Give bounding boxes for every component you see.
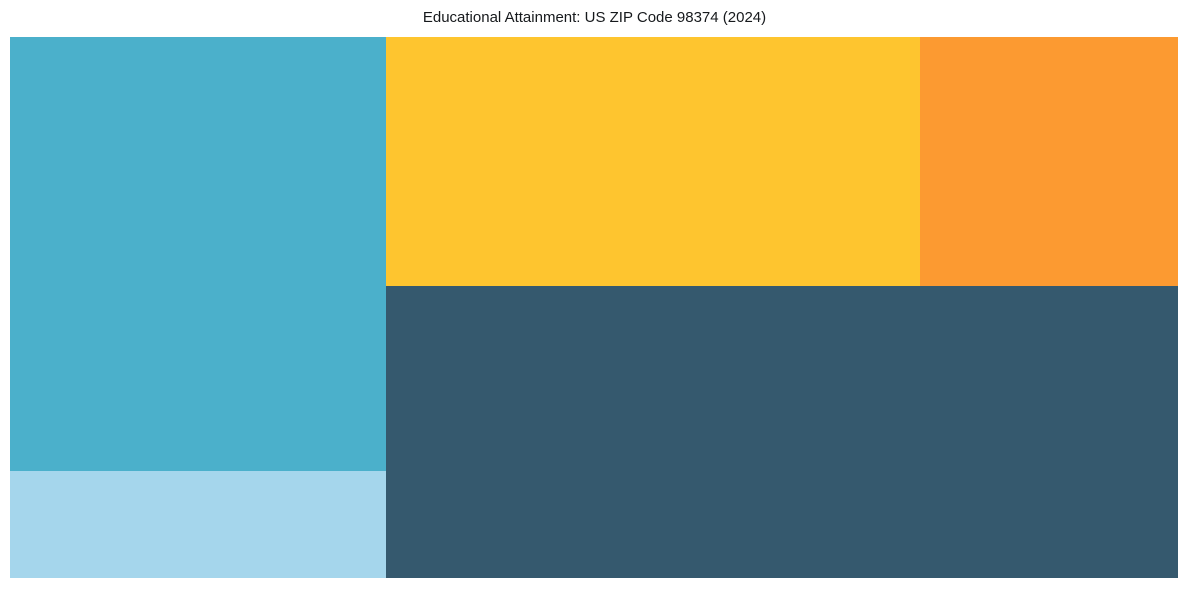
- chart-title: Educational Attainment: US ZIP Code 9837…: [422, 9, 767, 26]
- treemap-tile[interactable]: Some college, no degree: [385, 286, 1178, 578]
- treemap-plot-area: Some college, no degreeHigh school gradu…: [10, 37, 1178, 578]
- treemap-tile[interactable]: Bachelor's degree: [385, 37, 920, 287]
- treemap-tile[interactable]: High school graduate or equivalent: [10, 37, 386, 471]
- treemap-tile[interactable]: Associate's degree: [919, 37, 1178, 287]
- treemap-tile[interactable]: Graduate or professional degree: [10, 470, 386, 578]
